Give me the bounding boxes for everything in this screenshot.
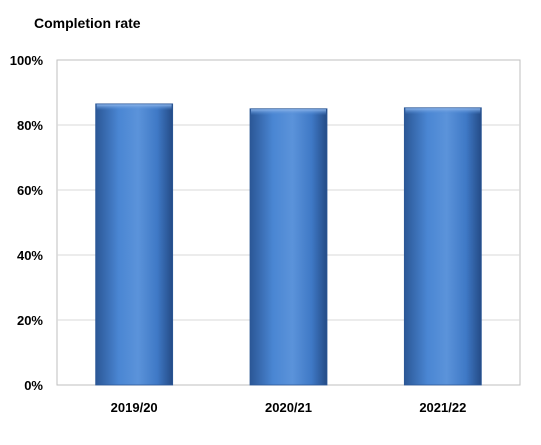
bar-2019-20	[95, 103, 174, 386]
x-tick-label: 2021/22	[419, 400, 466, 415]
bar-top-highlight	[405, 108, 481, 115]
bar-top-highlight	[96, 104, 172, 111]
y-tick-label: 60%	[17, 183, 43, 198]
bar-top-highlight	[251, 109, 326, 116]
y-tick-label: 80%	[17, 118, 43, 133]
y-tick-label: 40%	[17, 248, 43, 263]
y-tick-label: 20%	[17, 313, 43, 328]
x-axis-ticks: 2019/20 2020/21 2021/22	[111, 400, 467, 415]
bar-2021-22	[403, 107, 482, 386]
chart-title: Completion rate	[34, 15, 141, 31]
y-axis-ticks: 0% 20% 40% 60% 80% 100%	[10, 53, 44, 393]
bar-2020-21	[249, 108, 328, 386]
y-tick-label: 0%	[24, 378, 43, 393]
y-tick-label: 100%	[10, 53, 44, 68]
x-tick-label: 2019/20	[111, 400, 158, 415]
x-tick-label: 2020/21	[265, 400, 312, 415]
bars	[95, 103, 482, 386]
